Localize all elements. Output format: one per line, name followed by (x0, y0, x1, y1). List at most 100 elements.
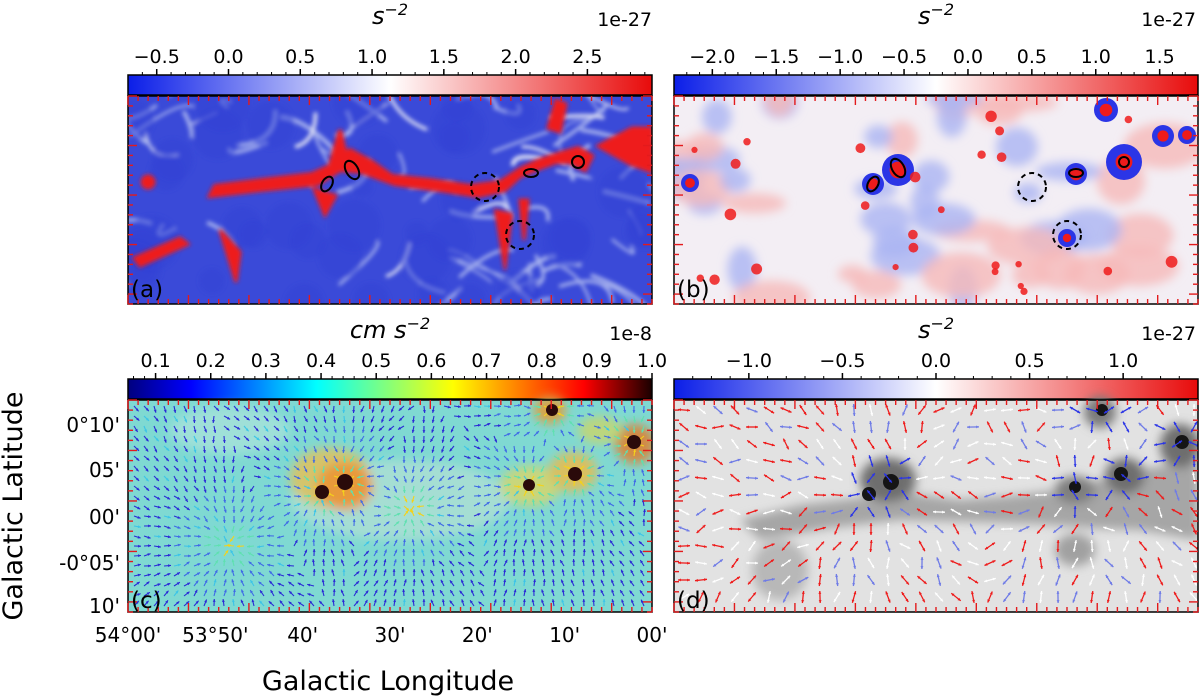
quiver-arrow (273, 493, 281, 497)
quiver-arrow (449, 549, 455, 557)
quiver-arrow (683, 544, 691, 548)
quiver-arrow (232, 506, 236, 513)
quiver-arrow (293, 510, 300, 517)
quiver-arrow (288, 590, 295, 597)
quiver-arrow (340, 519, 345, 527)
quiver-arrow (273, 485, 281, 488)
quiver-arrow (1171, 525, 1178, 530)
quiver-arrow (483, 435, 490, 442)
quiver-arrow (250, 505, 255, 513)
quiver-arrow (193, 515, 201, 520)
quiver-arrow (143, 405, 150, 412)
quiver-arrow (153, 515, 161, 519)
quiver-arrow (717, 460, 724, 466)
positive-core (1099, 103, 1113, 117)
quiver-arrow (243, 445, 251, 450)
quiver-arrow (899, 542, 906, 547)
quiver-arrow (1125, 494, 1131, 501)
quiver-arrow (163, 582, 171, 587)
quiver-arrow (223, 569, 228, 577)
quiver-arrow (393, 559, 397, 567)
quiver-arrow (762, 458, 770, 462)
quiver-arrow (588, 491, 595, 497)
quiver-arrow (133, 465, 140, 472)
quiver-arrow (1142, 475, 1150, 479)
quiver-arrow (938, 510, 946, 514)
quiver-arrow (853, 477, 857, 484)
colorbar-tick-label: −1.5 (753, 46, 799, 68)
quiver-arrow (729, 579, 736, 584)
quiver-arrow (428, 495, 435, 501)
quiver-arrow (1091, 511, 1098, 517)
quiver-arrow (1142, 573, 1145, 581)
quiver-arrow (450, 569, 455, 577)
quiver-arrow (587, 465, 595, 470)
quiver-arrow (1017, 408, 1025, 412)
quiver-arrow (153, 554, 162, 557)
quiver-arrow (853, 460, 857, 468)
quiver-arrow (1089, 557, 1093, 564)
quiver-arrow (232, 515, 236, 524)
quiver-arrow (303, 549, 308, 557)
quiver-arrow (587, 482, 595, 487)
quiver-arrow (493, 404, 502, 408)
quiver-arrow (257, 571, 265, 577)
quiver-arrow (560, 419, 565, 427)
texture-void (246, 101, 295, 150)
quiver-arrow (223, 579, 227, 587)
quiver-arrow (553, 418, 556, 427)
quiver-arrow (730, 405, 736, 411)
quiver-arrow (353, 580, 360, 587)
quiver-arrow (623, 415, 628, 423)
quiver-arrow (163, 485, 170, 492)
quiver-arrow (473, 423, 481, 427)
quiver-arrow (383, 531, 390, 537)
quiver-arrow (360, 519, 365, 527)
quiver-arrow (467, 533, 475, 537)
quiver-arrow (258, 600, 265, 607)
quiver-arrow (836, 541, 842, 547)
quiver-arrow (473, 485, 482, 489)
quiver-arrow (1001, 441, 1008, 445)
quiver-arrow (1108, 545, 1112, 553)
quiver-arrow (163, 599, 169, 607)
colorbar-b-bar (673, 74, 1199, 96)
quiver-arrow (1156, 574, 1161, 581)
quiver-arrow (563, 479, 569, 487)
quiver-arrow (763, 441, 770, 445)
quiver-arrow (437, 485, 445, 490)
quiver-arrow (193, 534, 202, 538)
quiver-arrow (581, 589, 585, 597)
quiver-arrow (193, 405, 196, 413)
positive-spot (691, 146, 698, 153)
quiver-arrow (503, 422, 511, 427)
quiver-arrow (133, 405, 140, 412)
quiver-arrow (592, 569, 595, 577)
quiver-arrow (802, 543, 809, 547)
quiver-arrow (363, 550, 370, 557)
quiver-arrow (503, 539, 508, 547)
quiver-arrow (359, 435, 365, 443)
quiver-arrow (447, 475, 455, 480)
quiver-arrow (1176, 528, 1183, 533)
quiver-arrow (266, 534, 275, 538)
quiver-arrow (373, 559, 378, 567)
quiver-arrow (441, 445, 445, 453)
quiver-arrow (243, 415, 250, 421)
quiver-arrow (240, 599, 245, 607)
positive-spot (860, 201, 870, 210)
quiver-arrow (747, 596, 753, 603)
quiver-arrow (1023, 525, 1030, 530)
quiver-arrow (867, 506, 872, 513)
quiver-arrow (133, 525, 141, 529)
quiver-arrow (819, 409, 825, 415)
quiver-arrow (734, 541, 740, 547)
quiver-arrow (1006, 511, 1014, 515)
quiver-arrow (899, 508, 906, 513)
quiver-arrow (1158, 596, 1162, 604)
quiver-arrow (600, 499, 605, 507)
quiver-arrow (1124, 454, 1128, 462)
quiver-arrow (453, 415, 462, 418)
quiver-arrow (143, 475, 150, 482)
quiver-arrow (1035, 474, 1042, 479)
